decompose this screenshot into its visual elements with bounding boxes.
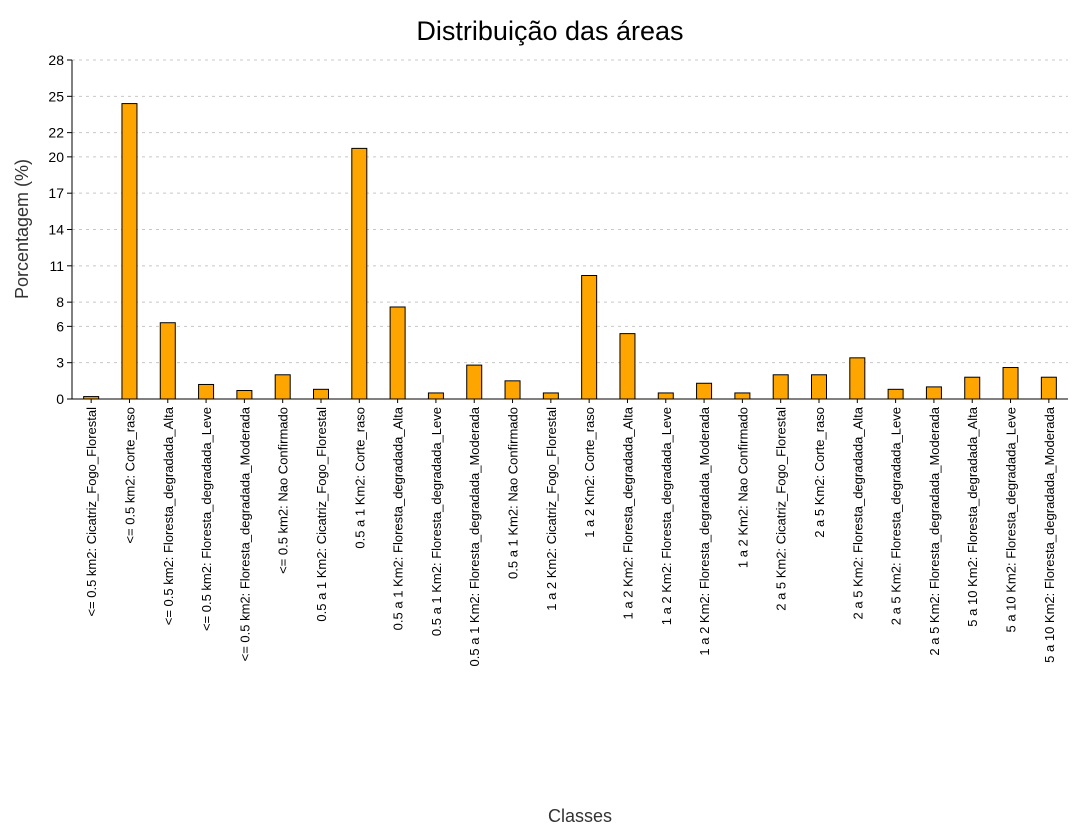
grid-lines [72, 59, 1068, 364]
y-tick-labels: 0 3 6 8 11 14 17 20 22 25 28 [48, 52, 64, 407]
y-tick-label: 6 [56, 318, 64, 334]
bar [811, 374, 827, 400]
bars [83, 103, 1057, 400]
y-tick-label: 8 [56, 294, 64, 310]
y-tick-label: 14 [48, 222, 64, 238]
bar [657, 392, 674, 400]
bar [274, 374, 291, 400]
x-tick-label: 2 a 5 Km2: Floresta_degradada_Alta [850, 406, 865, 619]
bar [1002, 367, 1019, 400]
y-tick-label: 0 [56, 391, 64, 407]
x-tick-label: 2 a 5 Km2: Floresta_degradada_Leve [889, 407, 904, 625]
x-tick-label: <= 0.5 km2: Nao Confirmado [276, 407, 291, 574]
bar [236, 390, 253, 400]
x-tick-label: 1 a 2 Km2: Cicatriz_Fogo_Florestal [544, 407, 559, 611]
x-tick-label: 1 a 2 Km2: Nao Confirmado [735, 407, 750, 568]
bar [964, 376, 981, 400]
x-tick-label: 0.5 a 1 Km2: Corte_raso [352, 407, 367, 549]
x-tick-label: 5 a 10 Km2: Floresta_degradada_Leve [1004, 407, 1019, 633]
y-tick-label: 17 [48, 185, 64, 201]
y-tick-label: 20 [48, 149, 64, 165]
x-tick-label: 2 a 5 Km2: Floresta_degradada_Moderada [927, 406, 942, 655]
x-tick-label: 1 a 2 Km2: Floresta_degradada_Alta [620, 406, 635, 619]
chart-title: Distribuição das áreas [416, 16, 683, 46]
bar [198, 383, 215, 400]
x-tick-label: 0.5 a 1 Km2: Cicatriz_Fogo_Florestal [314, 407, 329, 622]
bar [159, 322, 176, 400]
axes [67, 59, 1068, 403]
y-tick-label: 11 [49, 258, 64, 274]
bar [887, 388, 904, 400]
bar [389, 306, 406, 400]
bar [427, 392, 444, 400]
x-tick-label: 0.5 a 1 Km2: Floresta_degradada_Moderada [467, 406, 482, 666]
bar [772, 374, 789, 400]
bar [849, 357, 866, 400]
x-axis-label: Classes [548, 806, 612, 826]
bar [542, 392, 559, 400]
bar [696, 382, 713, 400]
x-tick-labels: <= 0.5 km2: Cicatriz_Fogo_Florestal <= 0.… [84, 406, 1057, 666]
bar [619, 333, 636, 400]
x-tick-label: <= 0.5 km2: Corte_raso [122, 407, 137, 544]
x-tick-label: 2 a 5 Km2: Cicatriz_Fogo_Florestal [774, 407, 789, 611]
x-tick-label: <= 0.5 km2: Floresta_degradada_Alta [161, 406, 176, 625]
bar [925, 386, 942, 400]
y-axis-label: Porcentagem (%) [12, 159, 32, 299]
bar [504, 380, 521, 400]
y-tick-label: 28 [48, 52, 64, 68]
x-tick-label: <= 0.5 km2: Floresta_degradada_Moderada [237, 406, 252, 661]
y-tick-label: 3 [56, 355, 64, 371]
x-tick-label: 1 a 2 Km2: Corte_raso [582, 407, 597, 538]
bar [734, 392, 751, 400]
x-tick-label: 0.5 a 1 Km2: Nao Confirmado [506, 407, 521, 579]
y-tick-label: 25 [48, 88, 64, 104]
x-tick-label: 1 a 2 Km2: Floresta_degradada_Leve [659, 407, 674, 625]
bar [351, 147, 368, 400]
x-tick-label: 0.5 a 1 Km2: Floresta_degradada_Leve [429, 407, 444, 636]
x-tick-label: 5 a 10 Km2: Floresta_degradada_Moderada [1042, 406, 1057, 663]
bar [1040, 376, 1057, 400]
bar [466, 364, 483, 400]
bar [581, 275, 598, 400]
x-tick-label: 2 a 5 Km2: Corte_raso [812, 407, 827, 538]
x-tick-label: <= 0.5 km2: Cicatriz_Fogo_Florestal [84, 407, 99, 617]
x-tick-label: 1 a 2 Km2: Floresta_degradada_Moderada [697, 406, 712, 655]
bar [313, 388, 329, 400]
x-tick-label: 5 a 10 Km2: Floresta_degradada_Alta [965, 406, 980, 626]
bar [121, 103, 138, 400]
y-tick-label: 22 [48, 125, 64, 141]
x-tick-label: <= 0.5 km2: Floresta_degradada_Leve [199, 407, 214, 631]
x-tick-label: 0.5 a 1 Km2: Floresta_degradada_Alta [391, 406, 406, 630]
